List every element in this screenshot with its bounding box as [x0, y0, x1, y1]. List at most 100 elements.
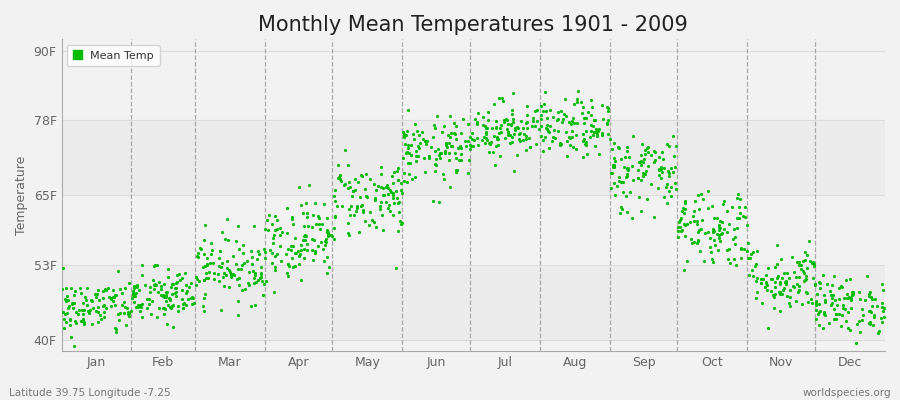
Point	[77, 307, 92, 313]
Point	[70, 311, 85, 318]
Point	[258, 254, 273, 261]
Point	[678, 206, 692, 212]
Point	[158, 292, 173, 298]
Point	[107, 324, 122, 331]
Point	[503, 140, 517, 146]
Point	[138, 282, 152, 288]
Point	[813, 308, 827, 314]
Point	[306, 212, 320, 218]
Point	[220, 216, 234, 222]
Point	[502, 132, 517, 138]
Point	[193, 245, 207, 252]
Point	[579, 142, 593, 148]
Point	[604, 170, 618, 176]
Point	[656, 156, 670, 162]
Point	[338, 181, 352, 187]
Point	[763, 276, 778, 282]
Point	[795, 301, 809, 307]
Point	[587, 117, 601, 124]
Point	[773, 256, 788, 263]
Point	[520, 112, 535, 118]
Point	[192, 278, 206, 284]
Point	[715, 230, 729, 236]
Point	[833, 323, 848, 329]
Point	[240, 258, 255, 264]
Point	[436, 176, 451, 182]
Point	[461, 138, 475, 144]
Point	[677, 220, 691, 227]
Point	[164, 284, 178, 290]
Point	[766, 292, 780, 298]
Point	[690, 221, 705, 227]
Point	[789, 273, 804, 280]
Point	[330, 162, 345, 168]
Point	[596, 116, 610, 123]
Point	[418, 138, 432, 144]
Point	[773, 278, 788, 285]
Point	[798, 277, 813, 283]
Point	[619, 165, 634, 171]
Point	[374, 170, 388, 177]
Point	[280, 230, 294, 236]
Point	[258, 278, 273, 284]
Point	[256, 281, 271, 288]
Point	[168, 284, 183, 291]
Point	[782, 300, 796, 306]
Point	[487, 101, 501, 107]
Point	[676, 204, 690, 211]
Point	[737, 246, 751, 252]
Point	[637, 151, 652, 158]
Point	[341, 161, 356, 168]
Point	[156, 291, 170, 298]
Text: Latitude 39.75 Longitude -7.25: Latitude 39.75 Longitude -7.25	[9, 388, 171, 398]
Point	[257, 226, 272, 232]
Point	[862, 320, 877, 326]
Point	[612, 145, 626, 151]
Point	[794, 266, 808, 272]
Point	[448, 168, 463, 175]
Point	[457, 138, 472, 144]
Point	[850, 320, 864, 327]
Point	[75, 318, 89, 325]
Point	[319, 238, 333, 245]
Point	[248, 278, 263, 285]
Point	[94, 316, 108, 322]
Point	[532, 126, 546, 132]
Point	[587, 129, 601, 136]
Point	[576, 104, 590, 110]
Point	[566, 143, 580, 150]
Point	[832, 296, 846, 302]
Point	[779, 280, 794, 287]
Point	[396, 155, 410, 161]
Point	[144, 311, 158, 317]
Point	[759, 279, 773, 286]
Point	[571, 88, 585, 94]
Point	[222, 284, 237, 290]
Point	[797, 248, 812, 255]
Point	[318, 242, 332, 249]
Point	[327, 225, 341, 232]
Point	[299, 200, 313, 206]
Point	[126, 292, 140, 298]
Point	[382, 208, 397, 214]
Point	[839, 318, 853, 324]
Point	[610, 144, 625, 150]
Point	[475, 122, 490, 128]
Point	[599, 120, 614, 126]
Point	[778, 279, 792, 286]
Point	[347, 212, 362, 218]
Point	[832, 311, 847, 318]
Point	[877, 314, 891, 320]
Point	[403, 142, 418, 148]
Point	[399, 132, 413, 138]
Point	[346, 188, 360, 194]
Point	[806, 263, 821, 270]
Point	[657, 165, 671, 171]
Point	[270, 217, 284, 223]
Point	[862, 293, 877, 300]
Point	[293, 277, 308, 284]
Point	[83, 306, 97, 313]
Point	[242, 282, 256, 288]
Point	[211, 271, 225, 278]
Point	[706, 226, 720, 232]
